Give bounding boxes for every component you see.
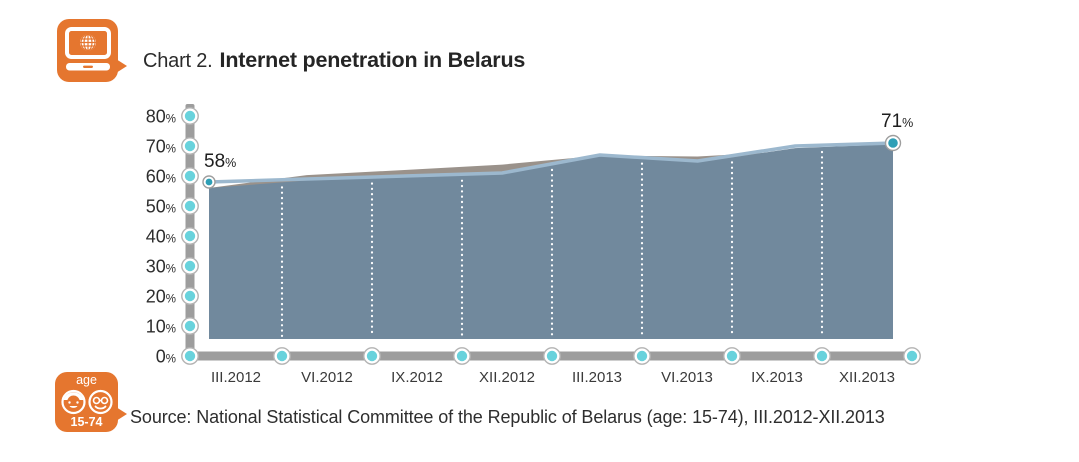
age-badge-range-label: 15-74: [70, 415, 103, 429]
source-text: Source: National Statistical Committee o…: [130, 407, 885, 427]
y-tick-label: 30%: [146, 257, 176, 277]
x-tick-label: IX.2013: [751, 369, 803, 386]
x-tick-label: XII.2013: [839, 369, 895, 386]
y-tick-dot-inner: [184, 110, 196, 122]
y-tick-label: 0%: [156, 347, 176, 367]
y-tick-label: 70%: [146, 137, 176, 157]
x-tick-label: VI.2012: [301, 369, 353, 386]
x-tick-label: XII.2012: [479, 369, 535, 386]
y-tick-dot-inner: [184, 260, 196, 272]
y-tick-dot-inner: [184, 320, 196, 332]
y-tick-dot-inner: [184, 290, 196, 302]
y-tick-label: 60%: [146, 167, 176, 187]
data-point-end-inner: [888, 138, 898, 148]
y-tick-label: 40%: [146, 227, 176, 247]
x-tick-dot-inner: [456, 350, 468, 362]
x-tick-dot-inner: [726, 350, 738, 362]
two-faces-icon: [60, 389, 113, 414]
x-tick-dot-inner: [546, 350, 558, 362]
y-tick-dot-inner: [184, 170, 196, 182]
x-tick-label: IX.2012: [391, 369, 443, 386]
age-badge-top-label: age: [76, 373, 97, 387]
x-tick-dot-inner: [276, 350, 288, 362]
data-point-start-inner: [205, 178, 213, 186]
y-tick-label: 50%: [146, 197, 176, 217]
age-bubble-badge: age 15-74: [55, 372, 127, 432]
value-label-58: 58%: [204, 151, 236, 172]
chart-title: Chart 2. Internet penetration in Belarus: [143, 48, 525, 73]
y-tick-dot-inner: [184, 200, 196, 212]
y-tick-label: 80%: [146, 107, 176, 127]
x-tick-label: III.2012: [211, 369, 261, 386]
y-tick-dot-inner: [184, 230, 196, 242]
chart-title-text: Internet penetration in Belarus: [219, 48, 526, 72]
chart-number-label: Chart 2.: [143, 50, 213, 72]
x-tick-label: VI.2013: [661, 369, 713, 386]
x-tick-dot-inner: [906, 350, 918, 362]
trend-line-series: [207, 141, 895, 184]
computer-globe-icon: [64, 26, 111, 70]
y-tick-label: 10%: [146, 317, 176, 337]
value-label-71: 71%: [881, 111, 913, 132]
x-tick-label: III.2013: [572, 369, 622, 386]
y-tick-label: 20%: [146, 287, 176, 307]
x-tick-dot-inner: [636, 350, 648, 362]
main-area-series: [209, 144, 893, 339]
x-tick-dot-inner: [366, 350, 378, 362]
y-tick-dot-inner: [184, 140, 196, 152]
y-tick-dot-inner: [184, 350, 196, 362]
x-tick-dot-inner: [816, 350, 828, 362]
chart-bubble-badge: [57, 19, 127, 82]
